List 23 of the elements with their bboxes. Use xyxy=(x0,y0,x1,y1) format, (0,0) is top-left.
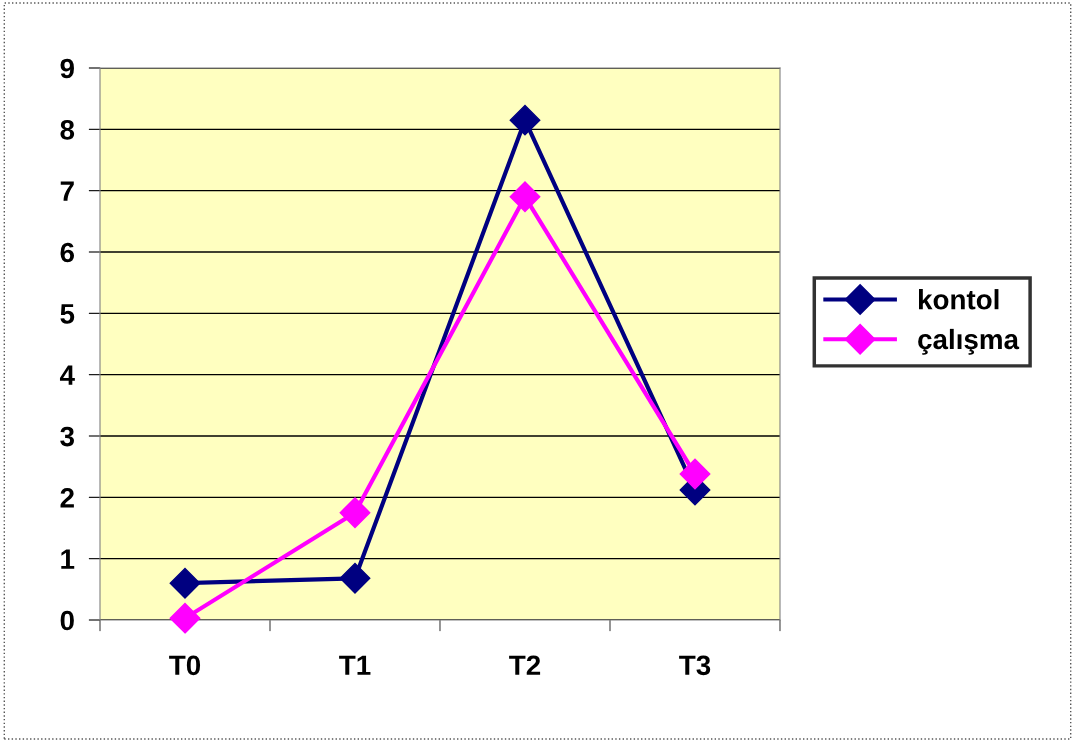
x-tick-label: T2 xyxy=(509,655,541,675)
y-tick-label: 6 xyxy=(60,242,74,263)
y-tick-label: 5 xyxy=(60,304,75,324)
x-tick-label: T1 xyxy=(339,655,371,675)
y-tick-label: 3 xyxy=(60,426,74,447)
y-tick-label: 1 xyxy=(61,549,75,569)
legend-label: çalışma xyxy=(918,328,1020,355)
y-tick-label: 8 xyxy=(60,120,75,140)
point xyxy=(339,562,371,594)
x-tick-label: T0 xyxy=(169,655,201,676)
y-tick-label: 7 xyxy=(60,181,74,201)
y-tick-label: 9 xyxy=(60,58,74,79)
point xyxy=(509,104,541,136)
point xyxy=(169,567,201,599)
y-tick-label: 4 xyxy=(59,365,75,385)
x-tick-label: T3 xyxy=(679,655,711,676)
legend-label: kontol xyxy=(919,289,999,310)
point xyxy=(169,602,201,634)
point xyxy=(339,497,371,529)
y-tick-label: 0 xyxy=(60,610,74,631)
y-tick-label: 2 xyxy=(60,488,74,508)
point xyxy=(509,181,541,213)
point xyxy=(679,458,711,490)
